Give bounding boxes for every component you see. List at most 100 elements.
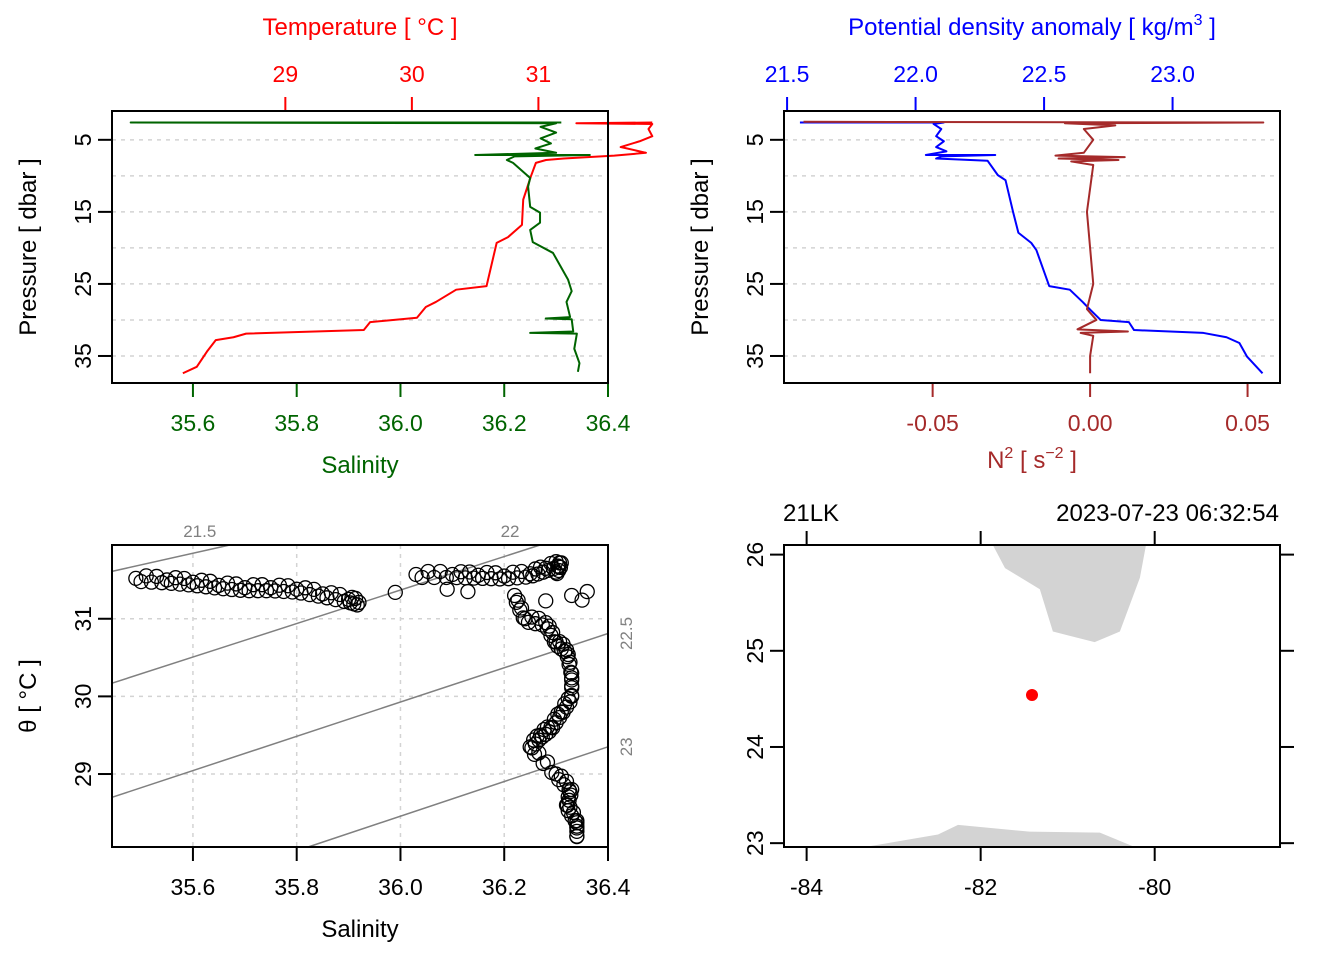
temperature-profile-line: [182, 121, 654, 375]
ts-point: [327, 591, 344, 608]
ts-point: [267, 583, 283, 599]
ts-point: [553, 768, 569, 784]
pressure-axis-label: 15: [742, 199, 768, 225]
ts-point: [574, 592, 590, 608]
temperature-axis-title: Temperature [ °C ]: [263, 14, 458, 41]
ts-point: [496, 568, 512, 584]
ts-ylabel: θ [ °C ]: [15, 659, 42, 733]
ts-xlabel: Salinity: [321, 916, 398, 943]
ts-point: [466, 570, 482, 586]
isopycnal-label: 22: [501, 522, 520, 541]
ts-point: [551, 555, 568, 571]
isopycnal-label: 23: [617, 737, 636, 756]
ts-point: [508, 594, 524, 610]
density-axis-label: 22.0: [893, 61, 938, 87]
station-marker: [1026, 689, 1038, 702]
pressure-axis-label: 35: [70, 343, 96, 369]
n2-axis-label: -0.05: [906, 410, 958, 436]
density-title-sup: 3: [1194, 12, 1203, 29]
ts-point: [340, 591, 357, 607]
ts-point: [548, 564, 564, 580]
salinity-profile-line: [129, 121, 591, 373]
isopycnal-label: 22.5: [617, 617, 636, 650]
ts-point: [163, 575, 179, 591]
temperature-axis-label: 31: [526, 61, 552, 87]
pressure-axis-label: 5: [742, 133, 768, 146]
pressure-axis-label: 35: [742, 343, 768, 369]
ts-point: [550, 706, 566, 722]
density-title-main: Potential density anomaly [ kg/m: [848, 14, 1194, 41]
ts-point: [560, 690, 576, 707]
isopycnal-line: [111, 632, 609, 799]
ts-point: [460, 583, 476, 600]
ts-point: [551, 771, 567, 788]
map-lat-axis-label: 25: [742, 638, 768, 664]
ts-point: [258, 583, 275, 599]
n2-title-sup2: −2: [1045, 445, 1063, 462]
ts-y-axis-label: 30: [70, 684, 96, 710]
ts-point: [539, 754, 556, 770]
n2-title-mid: [ s: [1013, 447, 1045, 474]
ts-point: [302, 586, 318, 603]
pressure-axis-label: 25: [70, 271, 96, 297]
salinity-axis-label: 35.8: [274, 410, 319, 436]
density-axis-title: Potential density anomaly [ kg/m3 ]: [848, 12, 1216, 41]
ts-point: [232, 582, 249, 598]
ts-point: [439, 581, 455, 597]
isopycnal-line: [307, 746, 609, 848]
ts-point: [560, 646, 576, 663]
ts-y-axis-label: 31: [70, 606, 96, 632]
pressure-axis-label: 5: [70, 133, 96, 146]
ts-point: [426, 569, 442, 586]
pressure-axis-label: 25: [742, 271, 768, 297]
map-panel-frame: [783, 544, 1281, 848]
n2-axis-label: 0.00: [1068, 410, 1113, 436]
temperature-salinity-panel-frame: [111, 110, 609, 384]
land-polygon: [992, 545, 1146, 643]
ts-point: [289, 581, 305, 597]
ts-point: [314, 586, 331, 602]
density-axis-label: 22.5: [1022, 61, 1067, 87]
pressure-axis-label: 15: [70, 199, 96, 225]
map-lon-axis-label: -80: [1138, 874, 1171, 900]
ts-y-axis-label: 29: [70, 761, 96, 787]
pressure-axis-title-left: Pressure [ dbar ]: [15, 158, 42, 335]
ts-point: [492, 571, 508, 587]
n2-title-end: ]: [1064, 447, 1077, 474]
ts-point: [347, 590, 364, 607]
salinity-axis-title: Salinity: [321, 452, 398, 479]
ts-point: [414, 569, 430, 586]
ts-point: [432, 563, 448, 580]
ts-point: [224, 581, 240, 598]
ts-point: [215, 581, 231, 597]
map-lat-axis-label: 23: [742, 830, 768, 856]
salinity-axis-label: 36.2: [482, 410, 527, 436]
isopycnal-line: [111, 544, 230, 573]
ts-x-axis-label: 36.0: [378, 874, 423, 900]
n2-title-sup: 2: [1004, 445, 1013, 462]
ts-point: [513, 600, 530, 616]
ts-point: [564, 670, 580, 686]
ts-point: [522, 739, 538, 755]
ts-point: [420, 563, 436, 580]
ts-point: [510, 592, 526, 608]
ts-point: [569, 820, 585, 836]
ts-point: [569, 823, 585, 840]
ts-point: [549, 565, 565, 582]
ts-point: [351, 594, 367, 611]
ts-point: [518, 569, 534, 585]
isopycnal-label: 21.5: [183, 522, 216, 541]
ts-point: [564, 587, 580, 604]
map-lat-axis-label: 24: [742, 734, 768, 760]
map-lat-axis-label: 26: [742, 542, 768, 568]
ts-point: [562, 654, 578, 670]
density-title-end: ]: [1203, 14, 1216, 41]
ts-point: [515, 610, 531, 626]
ts-point: [579, 583, 595, 600]
ts-point: [562, 799, 578, 815]
ts-point: [557, 696, 573, 712]
ts-point: [569, 828, 585, 844]
ts-point: [133, 573, 149, 590]
density-n2-panel-frame: [783, 110, 1281, 384]
density-axis-label: 23.0: [1150, 61, 1195, 87]
